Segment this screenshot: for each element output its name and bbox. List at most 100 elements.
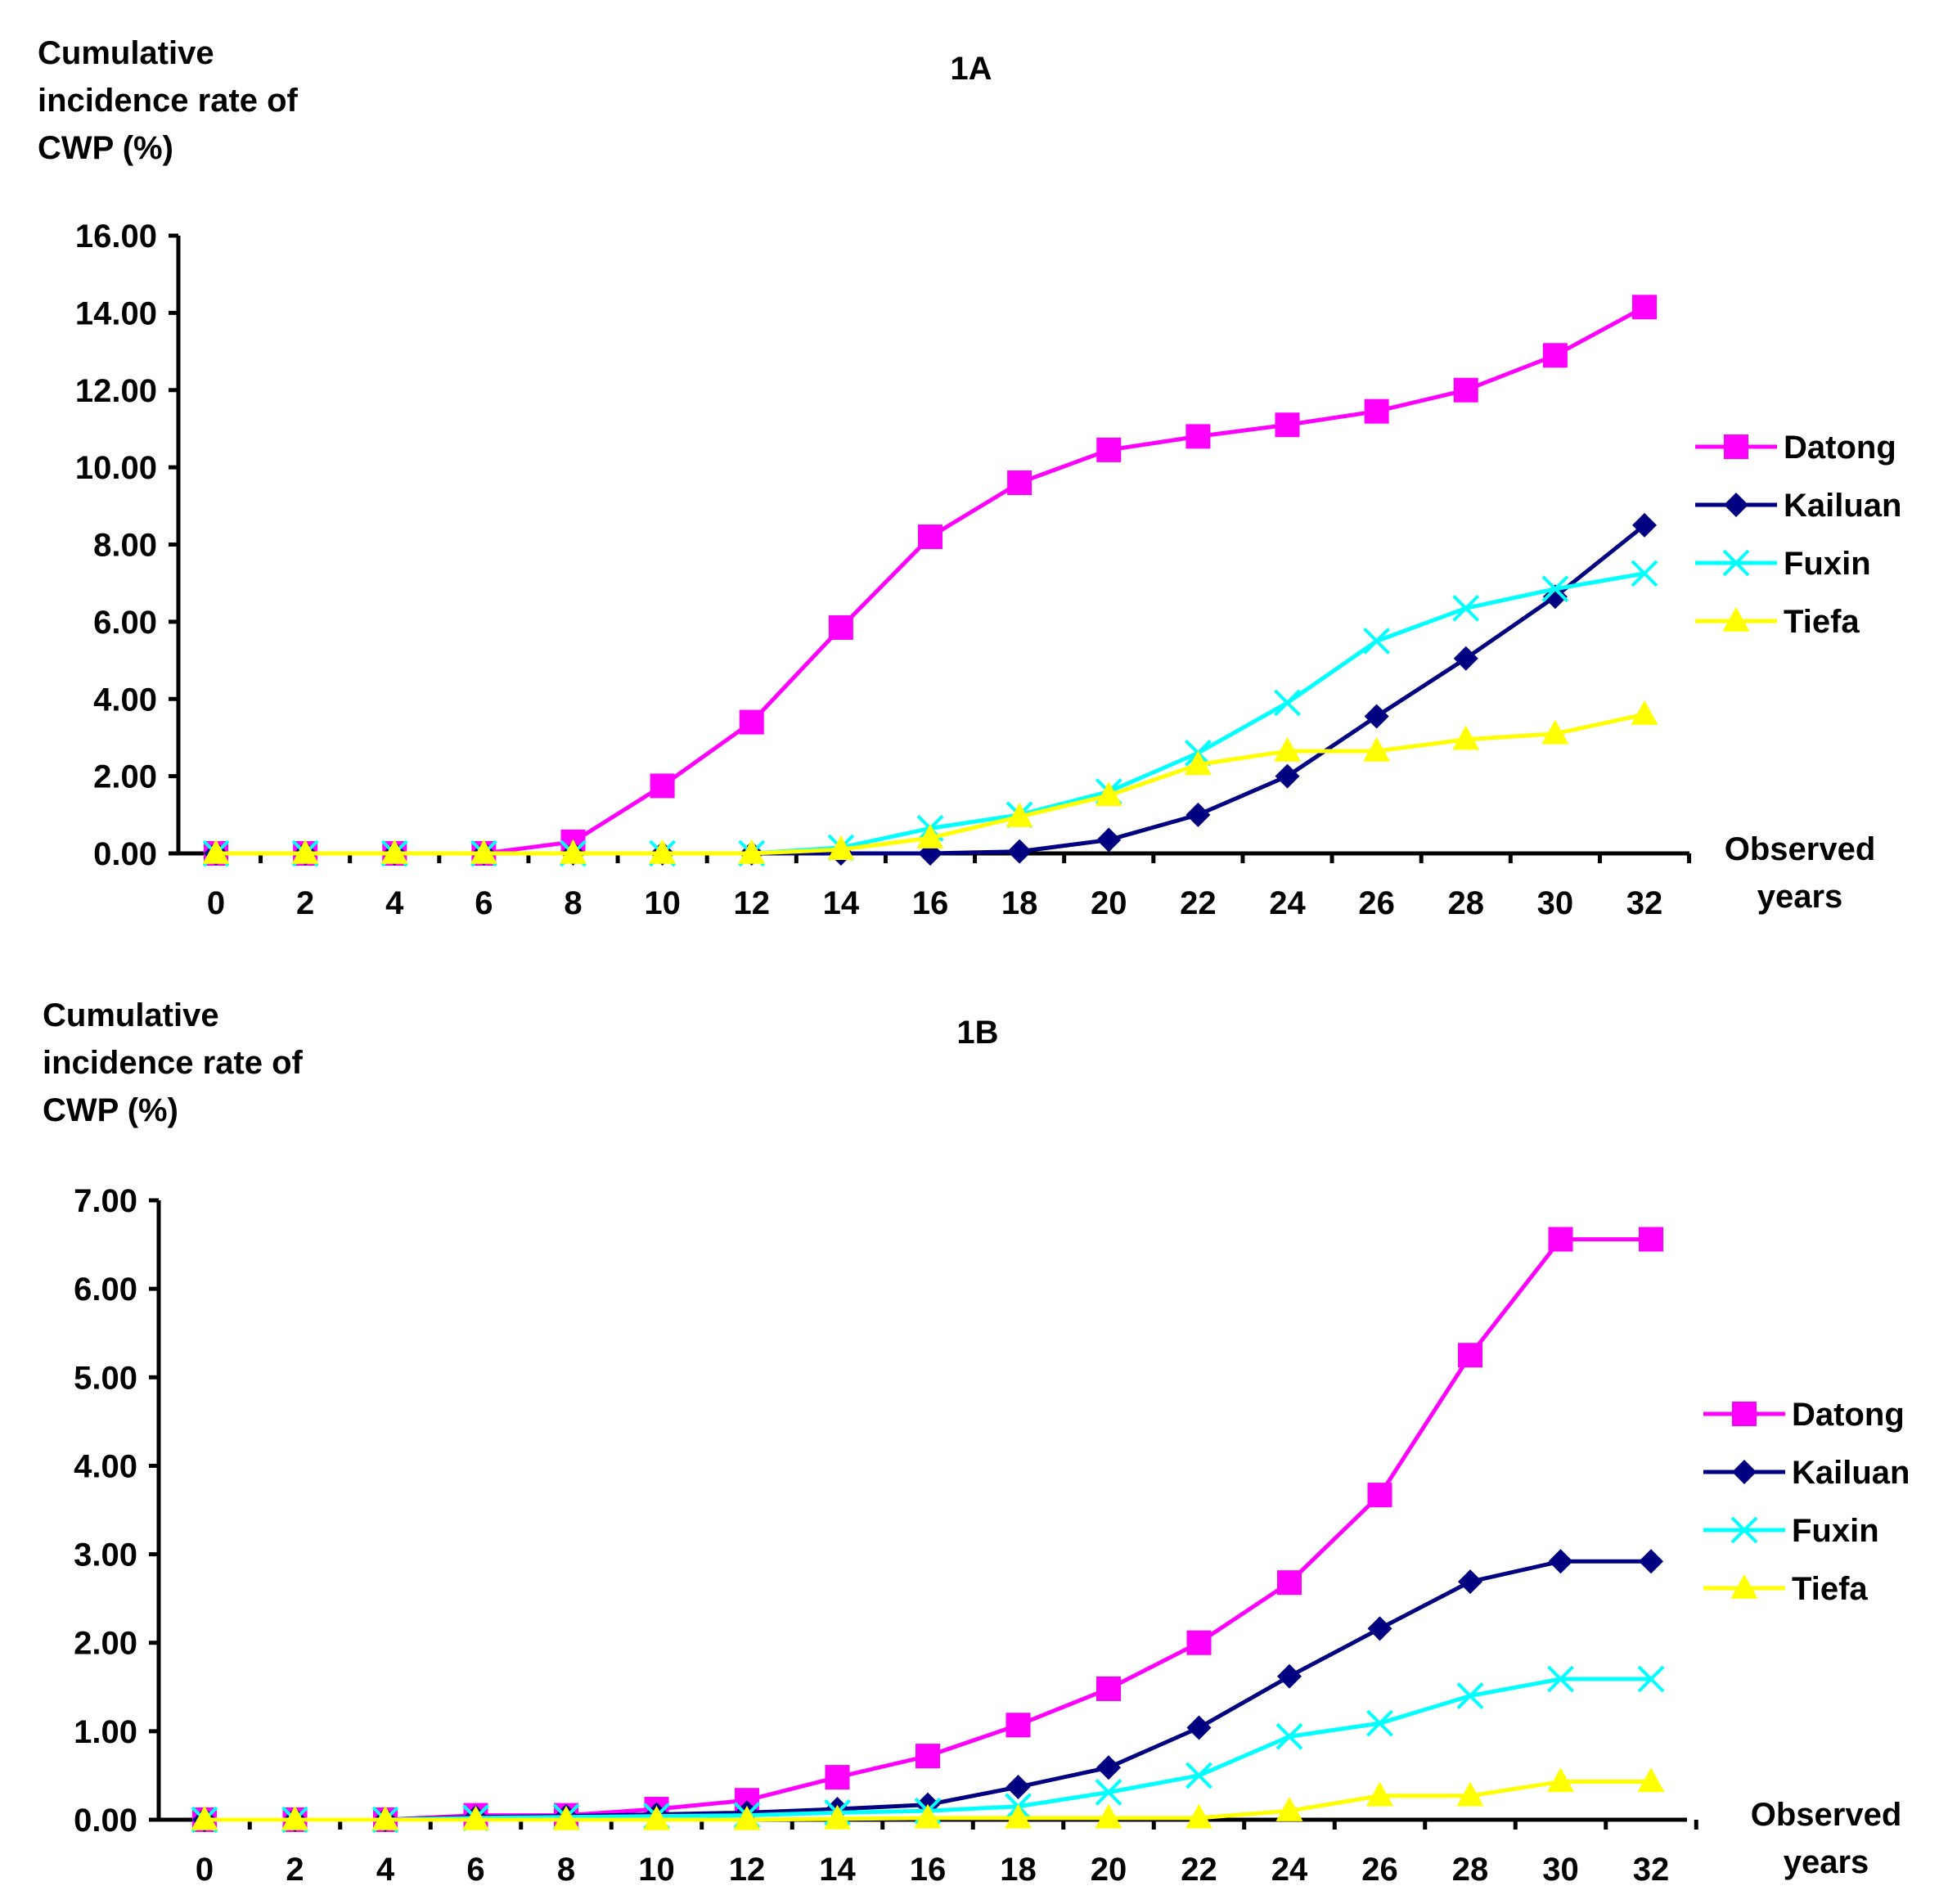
x-axis-title: Observed (1725, 831, 1876, 867)
data-point (825, 1765, 850, 1790)
x-tick-label: 18 (1001, 885, 1038, 921)
y-axis-title-line: CWP (%) (38, 130, 173, 166)
legend-item-tiefa: Tiefa (1695, 604, 1860, 640)
data-point (738, 839, 766, 864)
data-point (202, 839, 230, 864)
legend-marker (1732, 1460, 1757, 1484)
chart-panel-1a: Cumulative incidence rate of CWP (%) 1A … (0, 0, 1939, 949)
x-tick-label: 24 (1271, 1852, 1308, 1888)
data-point (733, 1805, 761, 1830)
y-tick-label: 6.00 (93, 605, 157, 641)
series-tiefa (191, 1767, 1665, 1830)
x-tick-label: 32 (1633, 1852, 1670, 1888)
series-line (205, 1559, 1651, 1822)
data-point (1452, 725, 1480, 750)
y-axis-title-line: Cumulative (38, 35, 214, 71)
x-tick-label: 24 (1269, 885, 1306, 921)
series-line (216, 523, 1646, 856)
y-tick-label: 4.00 (74, 1448, 137, 1484)
x-tick-label: 4 (385, 885, 404, 921)
chart-panel-1b: Cumulative incidence rate of CWP (%) 1B … (0, 949, 1939, 1904)
y-tick-label: 0.00 (74, 1803, 137, 1839)
data-point (1005, 1713, 1031, 1738)
data-point (1547, 1767, 1574, 1793)
data-point (914, 1803, 942, 1829)
data-point (1185, 802, 1211, 827)
legend-label: Tiefa (1792, 1571, 1868, 1607)
data-point (1548, 1549, 1573, 1574)
legend-marker (1730, 1516, 1758, 1544)
data-point (1274, 736, 1301, 762)
data-point (649, 839, 677, 864)
data-point (1639, 1227, 1663, 1252)
y-tick-label: 6.00 (74, 1272, 137, 1308)
legend-item-kailuan: Kailuan (1703, 1455, 1910, 1491)
legend-label: Tiefa (1784, 604, 1860, 640)
x-tick-label: 28 (1448, 885, 1485, 921)
data-point (1186, 1715, 1212, 1740)
series-line (216, 305, 1646, 856)
x-tick-label: 12 (729, 1852, 766, 1888)
data-point (1364, 704, 1389, 729)
series-kailuan (204, 512, 1657, 866)
y-tick-label: 4.00 (93, 682, 157, 718)
y-tick-label: 0.00 (93, 836, 157, 872)
legend-marker (1722, 606, 1750, 632)
line-chart-1b: 0.001.002.003.004.005.006.007.000 2 4 6 8 10 1… (74, 1183, 1910, 1888)
data-point (371, 1805, 399, 1830)
y-tick-label: 2.00 (74, 1626, 137, 1662)
data-point (281, 1805, 308, 1830)
y-axis-title: Cumulative incidence rate of CWP (%) (43, 992, 303, 1134)
data-point (1367, 1483, 1392, 1508)
data-point (827, 835, 855, 861)
series-datong (192, 1227, 1663, 1832)
data-point (1095, 1803, 1122, 1829)
x-tick-label: 26 (1358, 885, 1395, 921)
x-tick-label: 18 (1000, 1852, 1037, 1888)
data-point (1185, 424, 1211, 449)
x-tick-label: 2 (296, 885, 314, 921)
data-point (1632, 512, 1657, 538)
data-point (1275, 1722, 1303, 1750)
y-axis-title-line: incidence rate of (43, 1045, 303, 1081)
y-tick-label: 5.00 (74, 1360, 137, 1396)
x-tick-label: 0 (207, 885, 225, 921)
x-tick-label: 8 (557, 1852, 575, 1888)
x-tick-label: 6 (475, 885, 493, 921)
x-tick-label: 16 (912, 885, 949, 921)
x-tick-label: 28 (1452, 1852, 1489, 1888)
data-point (1277, 1663, 1302, 1689)
data-point (1547, 1665, 1574, 1693)
data-point (643, 1805, 670, 1830)
data-point (1453, 646, 1478, 671)
line-chart-1a: 0.00 2.00 4.00 6.00 8.00 10.00 12.00 14.00 16.00… (75, 218, 1902, 921)
legend-marker (1732, 1402, 1757, 1426)
x-tick-label: 20 (1091, 885, 1127, 921)
data-point (824, 1804, 851, 1830)
data-point (739, 709, 764, 735)
data-point (1096, 437, 1122, 462)
data-point (1456, 1682, 1484, 1710)
legend-label: Datong (1784, 430, 1896, 466)
y-tick-label: 8.00 (93, 528, 157, 564)
y-tick-label: 16.00 (75, 218, 157, 254)
y-tick-label: 14.00 (75, 295, 157, 331)
data-point (828, 614, 853, 640)
x-tick-label: 0 (196, 1852, 214, 1888)
data-point (1275, 412, 1300, 438)
x-axis-title: Observed (1751, 1797, 1902, 1833)
series-tiefa (202, 700, 1658, 864)
data-point (1548, 1227, 1573, 1252)
y-tick-label: 1.00 (74, 1714, 137, 1750)
data-point (1274, 689, 1301, 717)
data-point (1275, 1796, 1303, 1821)
data-point (1367, 1616, 1392, 1641)
legend-label: Fuxin (1792, 1513, 1879, 1549)
x-tick-label: 22 (1180, 885, 1217, 921)
data-point (1184, 750, 1212, 776)
chart-title: 1A (950, 51, 992, 87)
data-point (470, 839, 497, 864)
legend-marker (1730, 1573, 1758, 1599)
x-tick-label: 4 (376, 1852, 395, 1888)
data-point (1631, 560, 1658, 587)
